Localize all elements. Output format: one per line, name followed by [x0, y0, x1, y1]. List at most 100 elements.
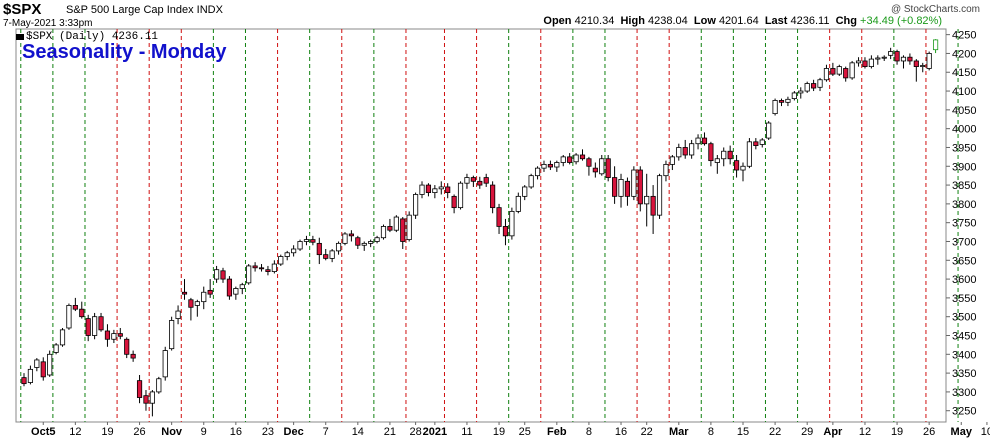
candle-body: [920, 65, 926, 68]
candle-body: [573, 154, 579, 163]
candle-body: [271, 263, 277, 272]
candle-body: [804, 83, 810, 92]
candle-body: [355, 237, 361, 246]
x-tick-label: 16: [615, 426, 627, 438]
candle-body: [79, 308, 85, 318]
x-tick-label: 16: [230, 426, 242, 438]
candle-body: [631, 169, 637, 197]
candle-body: [329, 250, 335, 259]
plot-frame: [15, 28, 947, 423]
candle-body: [644, 195, 650, 205]
overlay-title: Seasonality - Monday: [22, 41, 227, 63]
candle-body: [188, 299, 194, 308]
candle-body: [708, 143, 714, 162]
candle-body: [811, 83, 817, 89]
candle-body: [496, 207, 502, 227]
candle-body: [451, 195, 457, 209]
candle-body: [432, 188, 438, 193]
candle-body: [387, 226, 393, 231]
candle-body: [214, 269, 220, 280]
candle-body: [297, 241, 303, 250]
candle-body: [907, 56, 913, 62]
candle-body: [194, 301, 200, 306]
candle-body: [554, 162, 560, 168]
low-label: Low: [693, 15, 716, 27]
x-tick-label: 22: [641, 426, 653, 438]
candle-body: [239, 284, 245, 289]
candle-body: [143, 395, 149, 404]
x-tick-label: Oct5: [31, 426, 55, 438]
candle-body: [111, 333, 117, 340]
y-axis: 3250 3300 3350 3400 3450 3500 3550 3600 3650 3700…: [946, 30, 976, 418]
candle-body: [258, 267, 265, 270]
x-tick-label: 26: [133, 426, 145, 438]
candle-body: [425, 184, 432, 193]
candle-body: [149, 391, 155, 404]
candle-body: [798, 90, 804, 94]
candle-body: [515, 195, 521, 212]
candle-body: [361, 242, 367, 246]
candle-body: [740, 165, 746, 171]
candle-body: [323, 254, 329, 259]
candle-body: [727, 150, 733, 160]
y-tick-label: 3650: [952, 255, 976, 267]
x-tick-label: 29: [801, 426, 813, 438]
y-tick-label: 3950: [952, 142, 976, 154]
x-tick-label: 9: [201, 426, 207, 438]
y-tick-label: 4000: [952, 124, 976, 136]
x-tick-label: 25: [519, 426, 531, 438]
candle-body: [894, 51, 900, 62]
candle-body: [233, 288, 239, 295]
candle-body: [599, 158, 605, 175]
series-legend-icon: [16, 34, 24, 40]
monday-lines: [20, 29, 959, 422]
y-tick-label: 4050: [952, 105, 976, 117]
candle-body: [823, 68, 830, 81]
candle-body: [836, 66, 842, 75]
open-label: Open: [543, 15, 572, 27]
symbol-description: S&P 500 Large Cap Index INDX: [66, 4, 223, 16]
candle-body: [695, 137, 701, 145]
candle-body: [342, 233, 348, 244]
x-tick-label: Mar: [669, 426, 689, 438]
candle-body: [316, 242, 322, 256]
candle-body: [932, 39, 939, 51]
y-tick-label: 4150: [952, 67, 976, 79]
x-tick-label: 19: [891, 426, 903, 438]
y-tick-label: 3450: [952, 331, 976, 343]
candle-body: [40, 361, 46, 378]
x-tick-label: 19: [493, 426, 505, 438]
x-tick-label: Apr: [823, 426, 843, 438]
candle-body: [278, 256, 284, 265]
candle-body: [464, 177, 470, 184]
candle-body: [855, 60, 862, 64]
candle-body: [47, 353, 53, 376]
candle-body: [220, 270, 226, 280]
candle-body: [766, 122, 772, 139]
candle-body: [862, 60, 868, 68]
candle-body: [522, 186, 528, 197]
candle-body: [868, 58, 874, 68]
candle-body: [438, 186, 444, 190]
y-tick-label: 3400: [952, 349, 976, 361]
candle-body: [490, 184, 496, 209]
x-tick-label: Feb: [547, 426, 567, 438]
y-tick-label: 3850: [952, 180, 976, 192]
candle-body: [618, 179, 624, 197]
last-value: 4236.11: [790, 15, 830, 27]
x-tick-label: 12: [69, 426, 81, 438]
candle-body: [534, 167, 541, 177]
candle-body: [624, 180, 631, 197]
candle-body: [201, 291, 207, 303]
candle-body: [92, 316, 98, 336]
candle-body: [881, 56, 887, 59]
candles: [21, 39, 939, 417]
candle-body: [875, 57, 881, 60]
candle-body: [541, 163, 547, 169]
candle-body: [470, 177, 476, 182]
candle-body: [21, 377, 27, 385]
candle-body: [592, 167, 598, 173]
candle-body: [547, 163, 553, 168]
candle-body: [445, 186, 451, 193]
